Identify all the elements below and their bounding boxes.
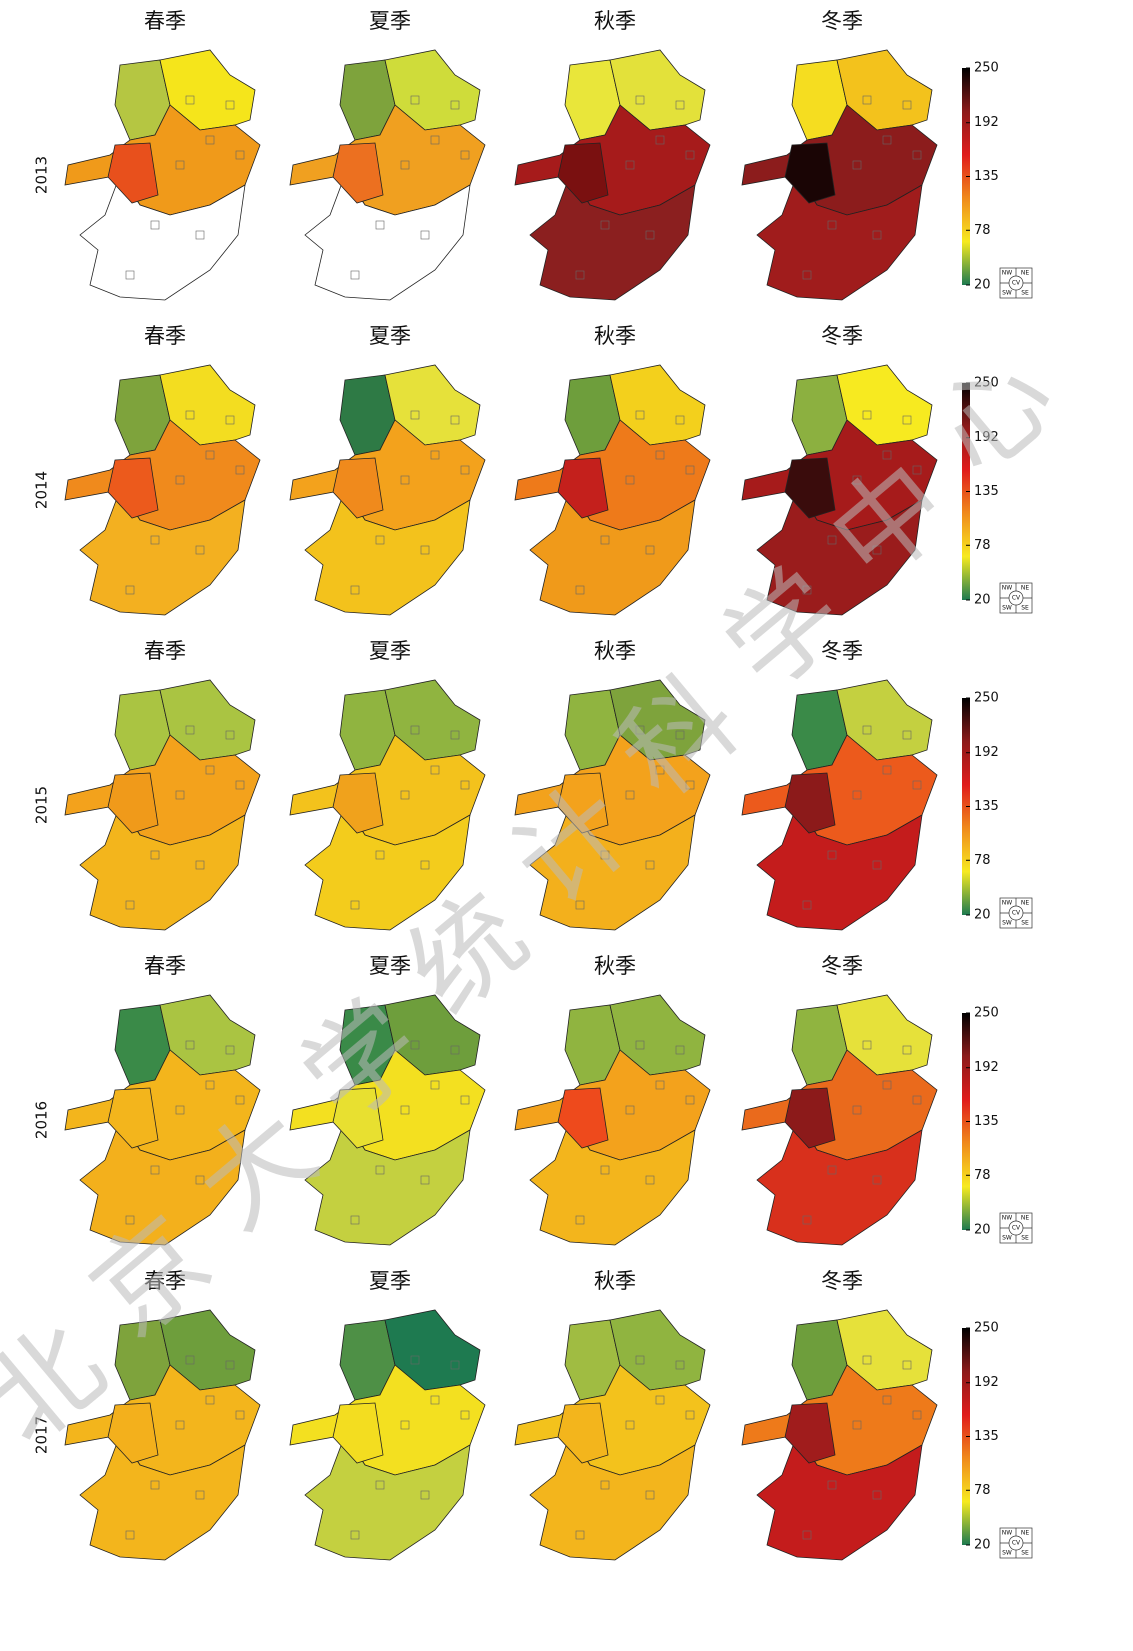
colorbar-tick-label: 20: [974, 1538, 991, 1553]
colorbar-tick-label: 20: [974, 278, 991, 293]
colorbar-tick-label: 20: [974, 1223, 991, 1238]
year-label: 2016: [33, 1101, 51, 1139]
compass-label: SE: [1021, 1235, 1029, 1242]
season-title: 秋季: [594, 954, 636, 978]
colorbar-tick-label: 78: [974, 538, 991, 553]
colorbar-tick-label: 192: [974, 745, 999, 760]
season-title: 冬季: [821, 954, 863, 978]
season-title: 春季: [144, 9, 186, 33]
season-title: 秋季: [594, 639, 636, 663]
season-title: 秋季: [594, 9, 636, 33]
province-map: [290, 1310, 485, 1560]
province-map: [515, 1310, 710, 1560]
colorbar-tick-label: 20: [974, 908, 991, 923]
colorbar-tick-label: 20: [974, 593, 991, 608]
season-title: 冬季: [821, 1269, 863, 1293]
compass-label: NW: [1002, 585, 1012, 592]
season-title: 夏季: [369, 639, 411, 663]
colorbar-tick-label: 250: [974, 691, 999, 706]
colorbar-tick-label: 135: [974, 1429, 999, 1444]
colorbar-tick-label: 78: [974, 223, 991, 238]
province-map: [515, 50, 710, 300]
province-map: [65, 365, 260, 615]
province-map: [742, 1310, 937, 1560]
province-map: [742, 995, 937, 1245]
province-map: [65, 680, 260, 930]
year-label: 2013: [33, 156, 51, 194]
compass-label: SE: [1021, 605, 1029, 612]
compass-label: NW: [1002, 1530, 1012, 1537]
compass-label: SW: [1002, 605, 1012, 612]
province-map: [65, 50, 260, 300]
year-label: 2014: [33, 471, 51, 509]
province-map: [290, 365, 485, 615]
province-map: [515, 995, 710, 1245]
colorbar-tick-label: 250: [974, 61, 999, 76]
compass-label: NE: [1021, 900, 1029, 907]
colorbar-tick-label: 78: [974, 1483, 991, 1498]
colorbar-tick-label: 78: [974, 1168, 991, 1183]
compass-center: CV: [1012, 595, 1021, 602]
figure: 2013春季夏季秋季冬季2078135192250CVNWNESWSE2014春…: [0, 0, 1133, 1651]
colorbar-tick-label: 135: [974, 799, 999, 814]
compass-center: CV: [1012, 910, 1021, 917]
compass-label: NE: [1021, 1530, 1029, 1537]
season-title: 夏季: [369, 1269, 411, 1293]
compass-label: SE: [1021, 290, 1029, 297]
season-title: 冬季: [821, 9, 863, 33]
watermark-char: 北: [0, 1300, 128, 1469]
colorbar-tick-label: 135: [974, 169, 999, 184]
compass-center: CV: [1012, 1225, 1021, 1232]
compass-center: CV: [1012, 280, 1021, 287]
province-map: [742, 50, 937, 300]
compass-label: SW: [1002, 1550, 1012, 1557]
year-label: 2015: [33, 786, 51, 824]
season-title: 秋季: [594, 324, 636, 348]
season-title: 春季: [144, 324, 186, 348]
colorbar-tick-label: 250: [974, 1321, 999, 1336]
compass-label: NW: [1002, 900, 1012, 907]
compass-label: NW: [1002, 1215, 1012, 1222]
colorbar-tick-label: 250: [974, 1006, 999, 1021]
compass-label: NE: [1021, 1215, 1029, 1222]
province-map: [515, 365, 710, 615]
season-title: 冬季: [821, 324, 863, 348]
season-title: 春季: [144, 639, 186, 663]
compass-label: SE: [1021, 920, 1029, 927]
season-title: 夏季: [369, 324, 411, 348]
compass-label: SE: [1021, 1550, 1029, 1557]
colorbar-tick-label: 192: [974, 115, 999, 130]
compass-label: NE: [1021, 585, 1029, 592]
colorbar-tick-label: 78: [974, 853, 991, 868]
watermark-char: 心: [912, 330, 1079, 499]
season-title: 夏季: [369, 9, 411, 33]
compass-label: SW: [1002, 1235, 1012, 1242]
colorbar-tick-label: 192: [974, 1375, 999, 1390]
compass-label: NW: [1002, 270, 1012, 277]
province-map: [290, 50, 485, 300]
colorbar-tick-label: 135: [974, 1114, 999, 1129]
compass-label: NE: [1021, 270, 1029, 277]
season-title: 春季: [144, 954, 186, 978]
compass-label: SW: [1002, 920, 1012, 927]
season-title: 秋季: [594, 1269, 636, 1293]
province-map: [742, 680, 937, 930]
colorbar-tick-label: 192: [974, 1060, 999, 1075]
compass-center: CV: [1012, 1540, 1021, 1547]
compass-label: SW: [1002, 290, 1012, 297]
